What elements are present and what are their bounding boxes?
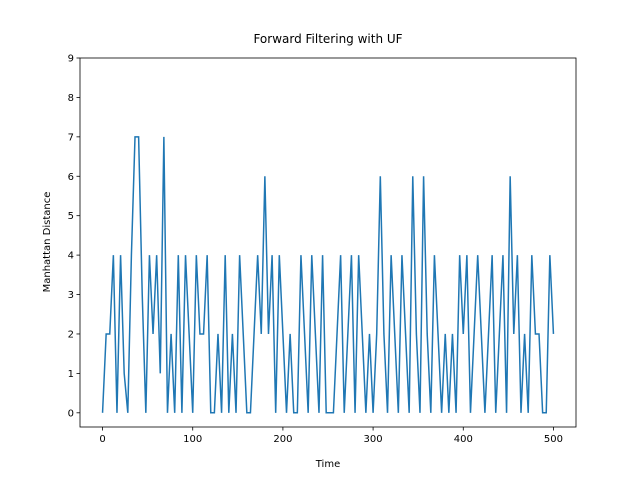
y-tick-label: 4 [68, 251, 74, 262]
x-tick-label: 100 [183, 434, 202, 445]
y-tick-label: 1 [68, 369, 74, 380]
data-line [101, 136, 555, 414]
y-tick-label: 6 [68, 172, 74, 183]
y-tick-label: 8 [68, 93, 74, 104]
x-axis-label: Time [315, 459, 340, 470]
y-tick-label: 3 [68, 290, 74, 301]
y-tick-label: 0 [68, 408, 74, 419]
chart-title: Forward Filtering with UF [253, 32, 402, 46]
y-tick-label: 5 [68, 211, 74, 222]
y-tick-label: 9 [68, 54, 74, 65]
y-tick-label: 7 [68, 132, 74, 143]
x-tick-label: 500 [544, 434, 563, 445]
y-tick-label: 2 [68, 329, 74, 340]
y-axis-label: Manhattan Distance [42, 192, 53, 293]
x-tick-label: 300 [364, 434, 383, 445]
x-tick-label: 0 [99, 434, 105, 445]
x-tick-label: 400 [454, 434, 473, 445]
x-tick-label: 200 [273, 434, 292, 445]
plot-frame [79, 57, 577, 428]
